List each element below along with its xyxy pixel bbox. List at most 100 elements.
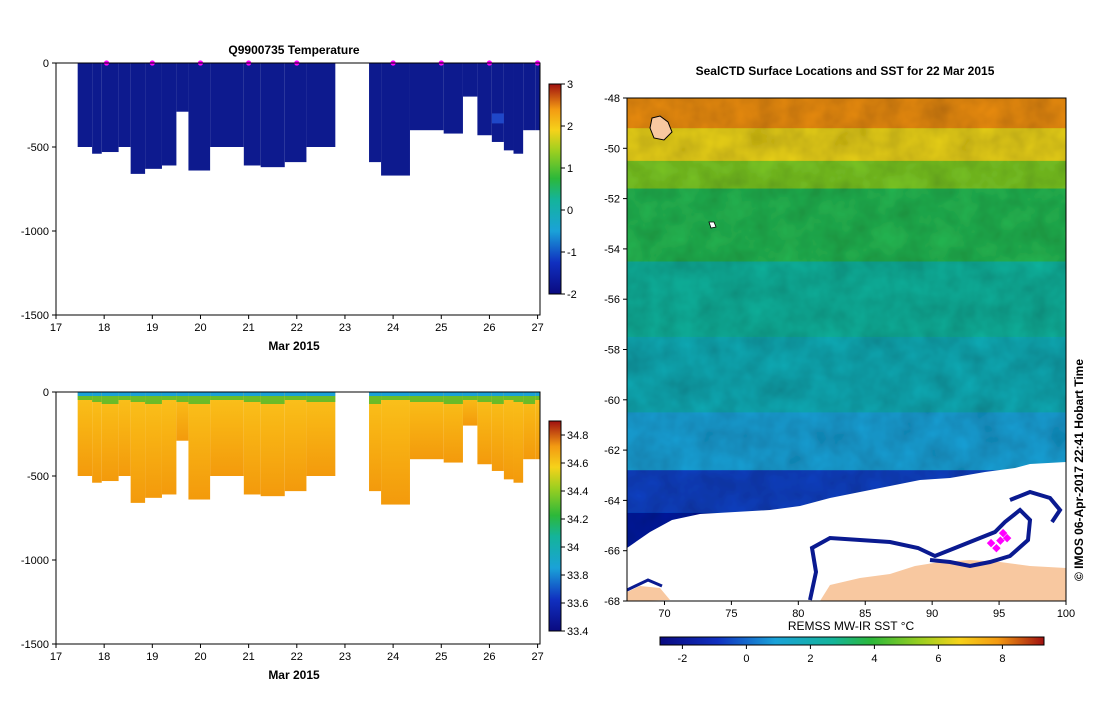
island [708, 221, 717, 229]
y-tick-label: -1000 [21, 226, 49, 238]
salinity-surface-layer [176, 392, 189, 396]
salinity-surface-layer [161, 392, 177, 396]
salinity-profile [306, 392, 336, 476]
salinity-subsurface-layer [513, 396, 524, 402]
land [627, 586, 670, 601]
latitude-tick-label: -66 [604, 546, 620, 558]
x-tick-label: 18 [98, 651, 110, 663]
colorbar-tick-label: 34.8 [567, 430, 588, 442]
colorbar-ticks: 3 2 1 0 -1 -2 [561, 79, 577, 301]
latitude-tick-label: -62 [604, 445, 620, 457]
temperature-profile [284, 63, 307, 163]
seal-location-marker [998, 528, 1008, 538]
salinity-subsurface-layer [369, 396, 382, 404]
temperature-profile [381, 63, 410, 176]
x-tick-label: 21 [243, 651, 255, 663]
salinity-surface-layer [130, 392, 146, 396]
coastline [1009, 489, 1063, 524]
temperature-profiles [77, 63, 540, 176]
salinity-profiles [77, 392, 540, 505]
temperature-profile [77, 63, 93, 147]
sst-band [627, 188, 1066, 263]
temperature-profile [369, 63, 382, 163]
colorbar-tick-label: 34.6 [567, 458, 588, 470]
salinity-surface-layer [243, 392, 261, 396]
temperature-profile [503, 63, 514, 151]
salinity-surface-layer [462, 392, 478, 396]
latitude-tick-label: -68 [604, 596, 620, 608]
salinity-subsurface-layer [77, 396, 93, 400]
salinity-profile [443, 392, 463, 463]
colorbar-tick-label: 33.6 [567, 598, 588, 610]
longitude-tick-label: 95 [993, 608, 1005, 620]
colorbar-tick-label: 2 [807, 653, 813, 665]
seal-location-marker [992, 543, 1001, 553]
temperature-profile [260, 63, 285, 168]
salinity-subsurface-layer [306, 396, 336, 402]
plot-frame [55, 62, 541, 316]
salinity-subsurface-layer [409, 396, 444, 402]
salinity-subsurface-layer [491, 396, 504, 404]
y-tick-label: -1500 [21, 310, 49, 322]
temperature-profile [145, 63, 162, 169]
longitude-tick-label: 90 [926, 608, 938, 620]
sst-band [627, 98, 1066, 130]
salinity-profile [260, 392, 285, 497]
colorbar-label: REMSS MW-IR SST °C [788, 619, 915, 633]
colorbar-tick-label: -2 [678, 653, 688, 665]
x-tick-label: 23 [339, 651, 351, 663]
x-axis: 17 18 19 20 21 22 23 24 25 26 27 [50, 315, 544, 334]
temperature-profile [513, 63, 524, 154]
x-axis-label: Mar 2015 [268, 668, 320, 682]
colorbar [659, 636, 1045, 646]
salinity-profile [161, 392, 177, 495]
salinity-surface-layer [513, 392, 524, 396]
salinity-surface-layer [369, 392, 382, 396]
temperature-profile [243, 63, 261, 166]
temperature-profile [210, 63, 244, 147]
salinity-surface-layer [381, 392, 410, 396]
salinity-surface-layer [306, 392, 336, 396]
salinity-subsurface-layer [145, 396, 162, 404]
longitude-tick-label: 85 [859, 608, 871, 620]
colorbar-tick-label: 0 [743, 653, 749, 665]
salinity-surface-layer [77, 392, 93, 396]
salinity-profile [130, 392, 146, 503]
y-tick-label: -1000 [21, 555, 49, 567]
x-tick-label: 25 [435, 651, 447, 663]
y-tick-label: 0 [43, 58, 49, 70]
temperature-profile [462, 63, 478, 97]
sst-band [627, 412, 1066, 472]
temperature-profile [443, 63, 463, 134]
salinity-surface-layer [101, 392, 119, 396]
temperature-section-chart: Q9900735 Temperature 17 18 19 20 21 22 23 24 25 2… [21, 43, 577, 353]
sst-band [627, 128, 1066, 162]
temperature-profile [101, 63, 119, 153]
salinity-subsurface-layer [130, 396, 146, 402]
salinity-subsurface-layer [284, 396, 307, 400]
temperature-profile [130, 63, 146, 174]
salinity-subsurface-layer [381, 396, 410, 400]
colorbar-tick-label: -2 [567, 289, 577, 301]
colorbar-tick-label: 33.8 [567, 570, 588, 582]
x-tick-label: 25 [435, 322, 447, 334]
latitude-tick-label: -52 [604, 194, 620, 206]
colorbar-tick-label: 8 [999, 653, 1005, 665]
map-title: SealCTD Surface Locations and SST for 22… [696, 64, 995, 78]
colorbar-tick-label: 34.2 [567, 514, 588, 526]
salinity-profile [369, 392, 382, 492]
x-tick-label: 27 [531, 322, 543, 334]
y-axis: 0 -500 -1000 -1500 [21, 387, 56, 651]
salinity-subsurface-layer [503, 396, 514, 400]
salinity-surface-layer [92, 392, 102, 396]
salinity-subsurface-layer [118, 396, 131, 400]
salinity-surface-layer [284, 392, 307, 396]
salinity-subsurface-layer [210, 396, 244, 400]
salinity-profile [101, 392, 119, 482]
map-area [627, 98, 1066, 601]
copyright-timestamp: © IMOS 06-Apr-2017 22:41 Hobart Time [1072, 359, 1086, 581]
colorbar-tick-label: 2 [567, 121, 573, 133]
x-tick-label: 22 [291, 651, 303, 663]
x-tick-label: 20 [194, 322, 206, 334]
